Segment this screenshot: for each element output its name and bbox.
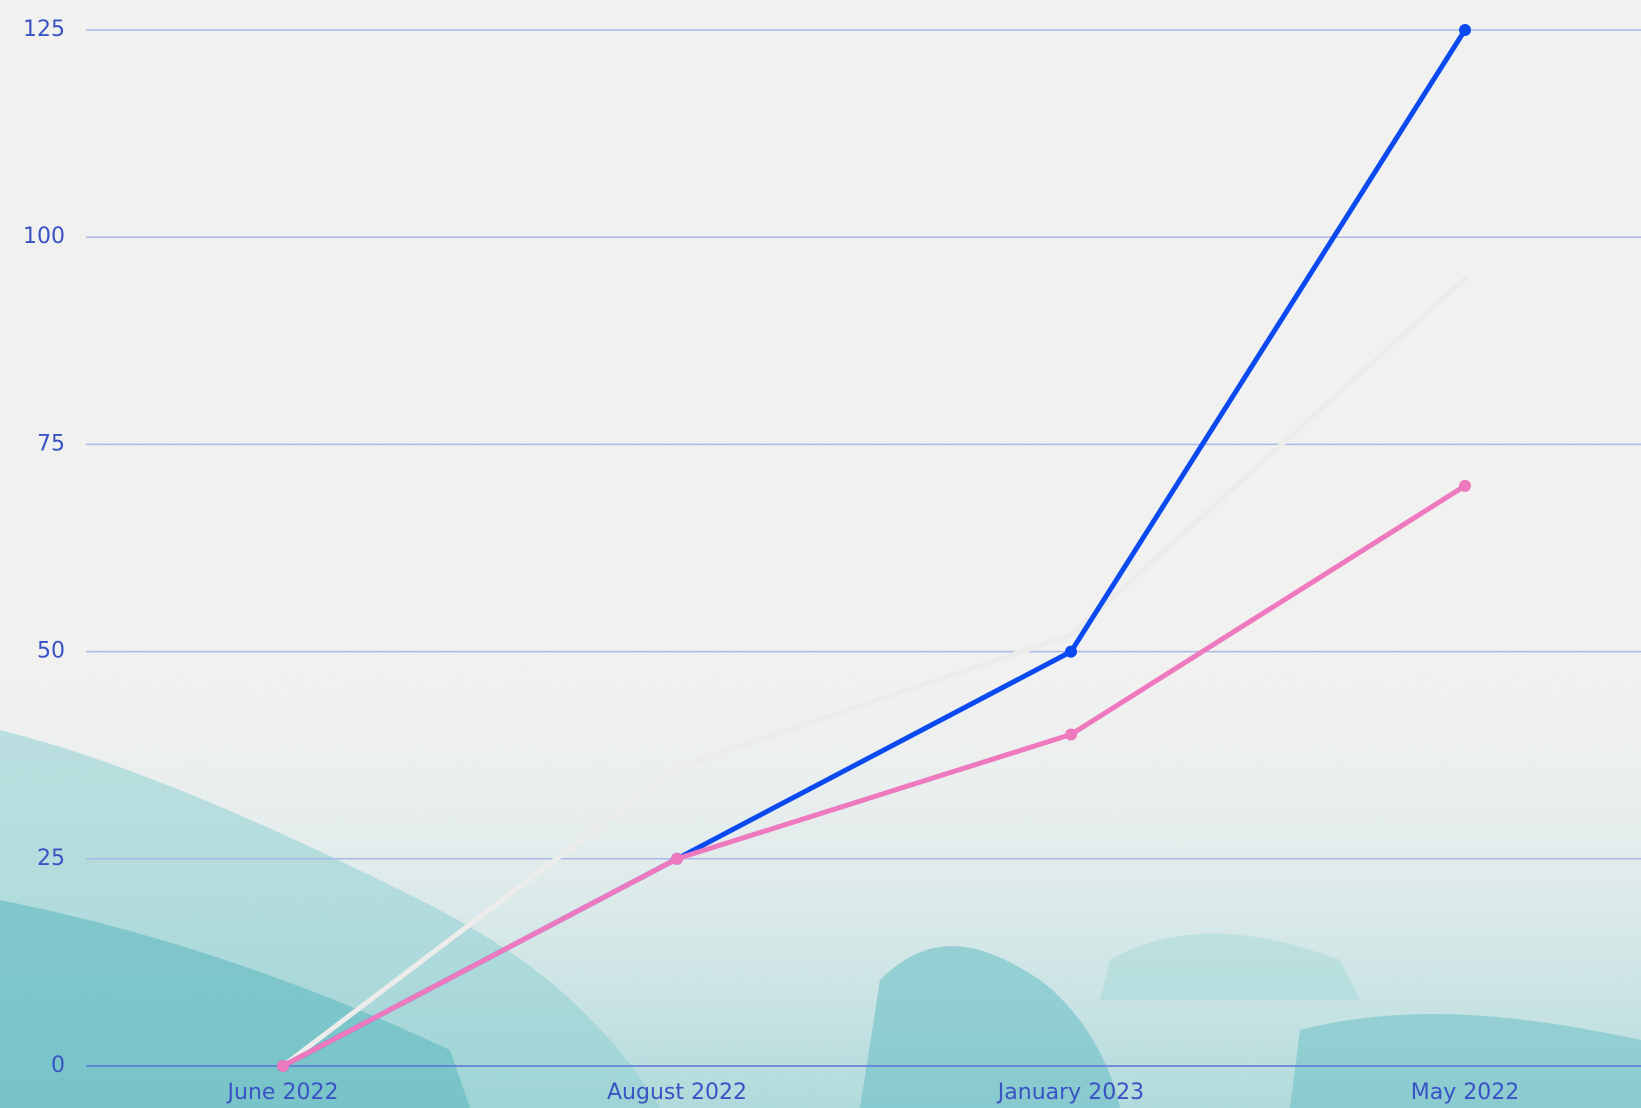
y-tick-label: 0 (51, 1053, 65, 1078)
line-series (280, 276, 1468, 1069)
point (1065, 645, 1077, 658)
y-tick-label: 75 (37, 431, 65, 456)
point (1459, 479, 1471, 492)
point (277, 1060, 289, 1072)
point (671, 852, 683, 865)
y-tick-label: 100 (23, 224, 65, 249)
x-tick-label: January 2023 (996, 1080, 1144, 1105)
line-series (280, 483, 1468, 1069)
y-tick-label: 25 (37, 846, 65, 871)
x-tick-label: May 2022 (1411, 1080, 1519, 1105)
y-tick-label: 50 (37, 639, 65, 664)
point (1065, 728, 1077, 741)
x-tick-label: August 2022 (607, 1080, 747, 1105)
x-tick-label: June 2022 (226, 1080, 339, 1105)
y-tick-label: 125 (23, 17, 65, 42)
point (1459, 24, 1471, 36)
